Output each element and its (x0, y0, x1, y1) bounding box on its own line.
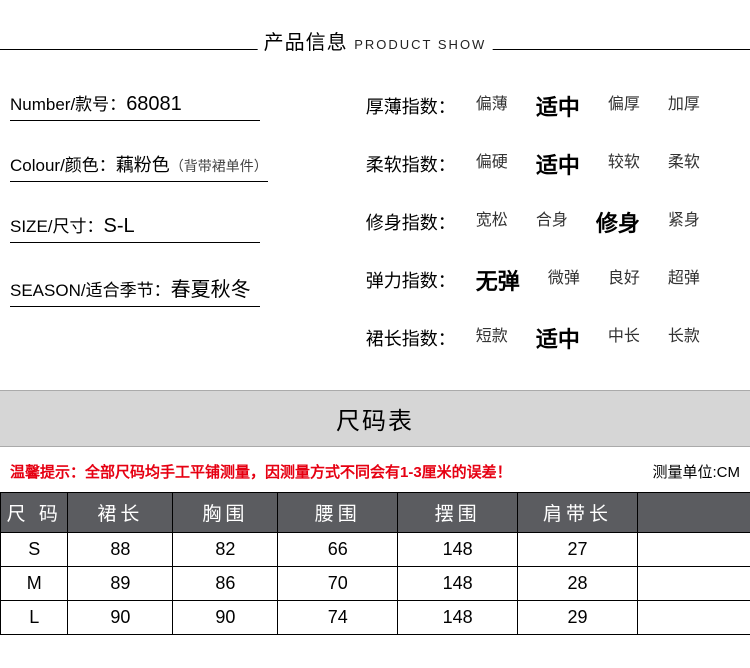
size-table-cell: 86 (173, 567, 278, 601)
size-table-cell: 148 (398, 601, 518, 635)
spec-number: Number/款号：68081 (10, 90, 336, 121)
attribute-label: 裙长指数： (366, 325, 476, 351)
size-table-cell (638, 567, 750, 601)
attribute-option: 超弹 (668, 264, 700, 296)
spec-season: SEASON/适合季节：春夏秋冬 (10, 273, 336, 307)
spec-colour-value: 藕粉色 (116, 155, 170, 175)
attribute-row: 弹力指数：无弹微弹良好超弹 (366, 264, 740, 296)
size-table-cell: 90 (68, 601, 173, 635)
size-table-row: S88826614827 (1, 533, 750, 567)
attribute-option: 微弹 (548, 264, 580, 296)
size-table-header-cell: 摆围 (398, 493, 518, 533)
attribute-option: 无弹 (476, 264, 520, 296)
size-unit: 测量单位:CM (653, 461, 741, 482)
attribute-option: 适中 (536, 90, 580, 122)
size-table-header-cell: 尺 码 (1, 493, 68, 533)
attribute-option: 短款 (476, 322, 508, 354)
attribute-option: 偏薄 (476, 90, 508, 122)
attribute-row: 裙长指数：短款适中中长长款 (366, 322, 740, 354)
size-table-header-cell: 裙长 (68, 493, 173, 533)
size-table-header-cell: 胸围 (173, 493, 278, 533)
attribute-option: 偏硬 (476, 148, 508, 180)
tip-row: 温馨提示：全部尺码均手工平铺测量，因测量方式不同会有1-3厘米的误差！ 测量单位… (0, 447, 750, 492)
attribute-option: 紧身 (668, 206, 700, 238)
spec-number-value: 68081 (126, 93, 182, 115)
attribute-option: 中长 (608, 322, 640, 354)
attribute-options: 短款适中中长长款 (476, 322, 700, 354)
size-tip: 温馨提示：全部尺码均手工平铺测量，因测量方式不同会有1-3厘米的误差！ (10, 461, 512, 482)
size-table-header-cell: 肩带长 (518, 493, 638, 533)
attribute-option: 偏厚 (608, 90, 640, 122)
size-table-cell: 66 (278, 533, 398, 567)
attribute-options: 无弹微弹良好超弹 (476, 264, 700, 296)
attribute-option: 加厚 (668, 90, 700, 122)
attribute-label: 厚薄指数： (366, 93, 476, 119)
attribute-option: 良好 (608, 264, 640, 296)
attribute-row: 柔软指数：偏硬适中较软柔软 (366, 148, 740, 180)
attribute-row: 修身指数：宽松合身修身紧身 (366, 206, 740, 238)
attribute-option: 较软 (608, 148, 640, 180)
spec-season-label: SEASON/适合季节： (10, 281, 171, 300)
size-table-row: M89867014828 (1, 567, 750, 601)
size-table-cell: 70 (278, 567, 398, 601)
size-table-cell: 29 (518, 601, 638, 635)
size-table-header-cell (638, 493, 750, 533)
size-table-cell: S (1, 533, 68, 567)
spec-column: Number/款号：68081 Colour/颜色：藕粉色（背带裙单件） SIZ… (10, 90, 346, 380)
spec-colour: Colour/颜色：藕粉色（背带裙单件） (10, 151, 336, 182)
size-table-cell (638, 601, 750, 635)
attribute-label: 修身指数： (366, 209, 476, 235)
spec-colour-note: （背带裙单件） (170, 158, 268, 174)
size-table-cell: L (1, 601, 68, 635)
size-table-cell: 82 (173, 533, 278, 567)
spec-season-value: 春夏秋冬 (171, 279, 251, 301)
size-table-header-cell: 腰围 (278, 493, 398, 533)
attribute-option: 适中 (536, 148, 580, 180)
attribute-option: 适中 (536, 322, 580, 354)
size-table-cell: 74 (278, 601, 398, 635)
attribute-options: 偏硬适中较软柔软 (476, 148, 700, 180)
attribute-option: 柔软 (668, 148, 700, 180)
header-en: PRODUCT SHOW (354, 37, 486, 52)
spec-size-value: S-L (104, 215, 135, 237)
product-info-header: 产品信息 PRODUCT SHOW (0, 10, 750, 50)
size-table-cell (638, 533, 750, 567)
size-table-cell: 89 (68, 567, 173, 601)
size-table-cell: 148 (398, 567, 518, 601)
header-cn: 产品信息 (264, 32, 348, 54)
spec-size-label: SIZE/尺寸： (10, 217, 104, 236)
attribute-label: 弹力指数： (366, 267, 476, 293)
attribute-options: 偏薄适中偏厚加厚 (476, 90, 700, 122)
spec-size: SIZE/尺寸：S-L (10, 212, 336, 243)
attribute-option: 合身 (536, 206, 568, 238)
size-table-title: 尺码表 (0, 390, 750, 447)
size-table-cell: 27 (518, 533, 638, 567)
attribute-option: 长款 (668, 322, 700, 354)
spec-colour-label: Colour/颜色： (10, 156, 116, 175)
size-table-cell: 90 (173, 601, 278, 635)
size-table-cell: 28 (518, 567, 638, 601)
attribute-option: 宽松 (476, 206, 508, 238)
size-table: 尺 码裙长胸围腰围摆围肩带长 S88826614827M89867014828L… (0, 492, 750, 635)
size-table-cell: M (1, 567, 68, 601)
size-table-cell: 148 (398, 533, 518, 567)
size-table-row: L90907414829 (1, 601, 750, 635)
spec-number-label: Number/款号： (10, 95, 126, 114)
attribute-label: 柔软指数： (366, 151, 476, 177)
attribute-column: 厚薄指数：偏薄适中偏厚加厚柔软指数：偏硬适中较软柔软修身指数：宽松合身修身紧身弹… (346, 90, 740, 380)
info-section: Number/款号：68081 Colour/颜色：藕粉色（背带裙单件） SIZ… (0, 50, 750, 390)
size-table-cell: 88 (68, 533, 173, 567)
attribute-options: 宽松合身修身紧身 (476, 206, 700, 238)
header-title: 产品信息 PRODUCT SHOW (258, 26, 493, 55)
attribute-option: 修身 (596, 206, 640, 238)
attribute-row: 厚薄指数：偏薄适中偏厚加厚 (366, 90, 740, 122)
